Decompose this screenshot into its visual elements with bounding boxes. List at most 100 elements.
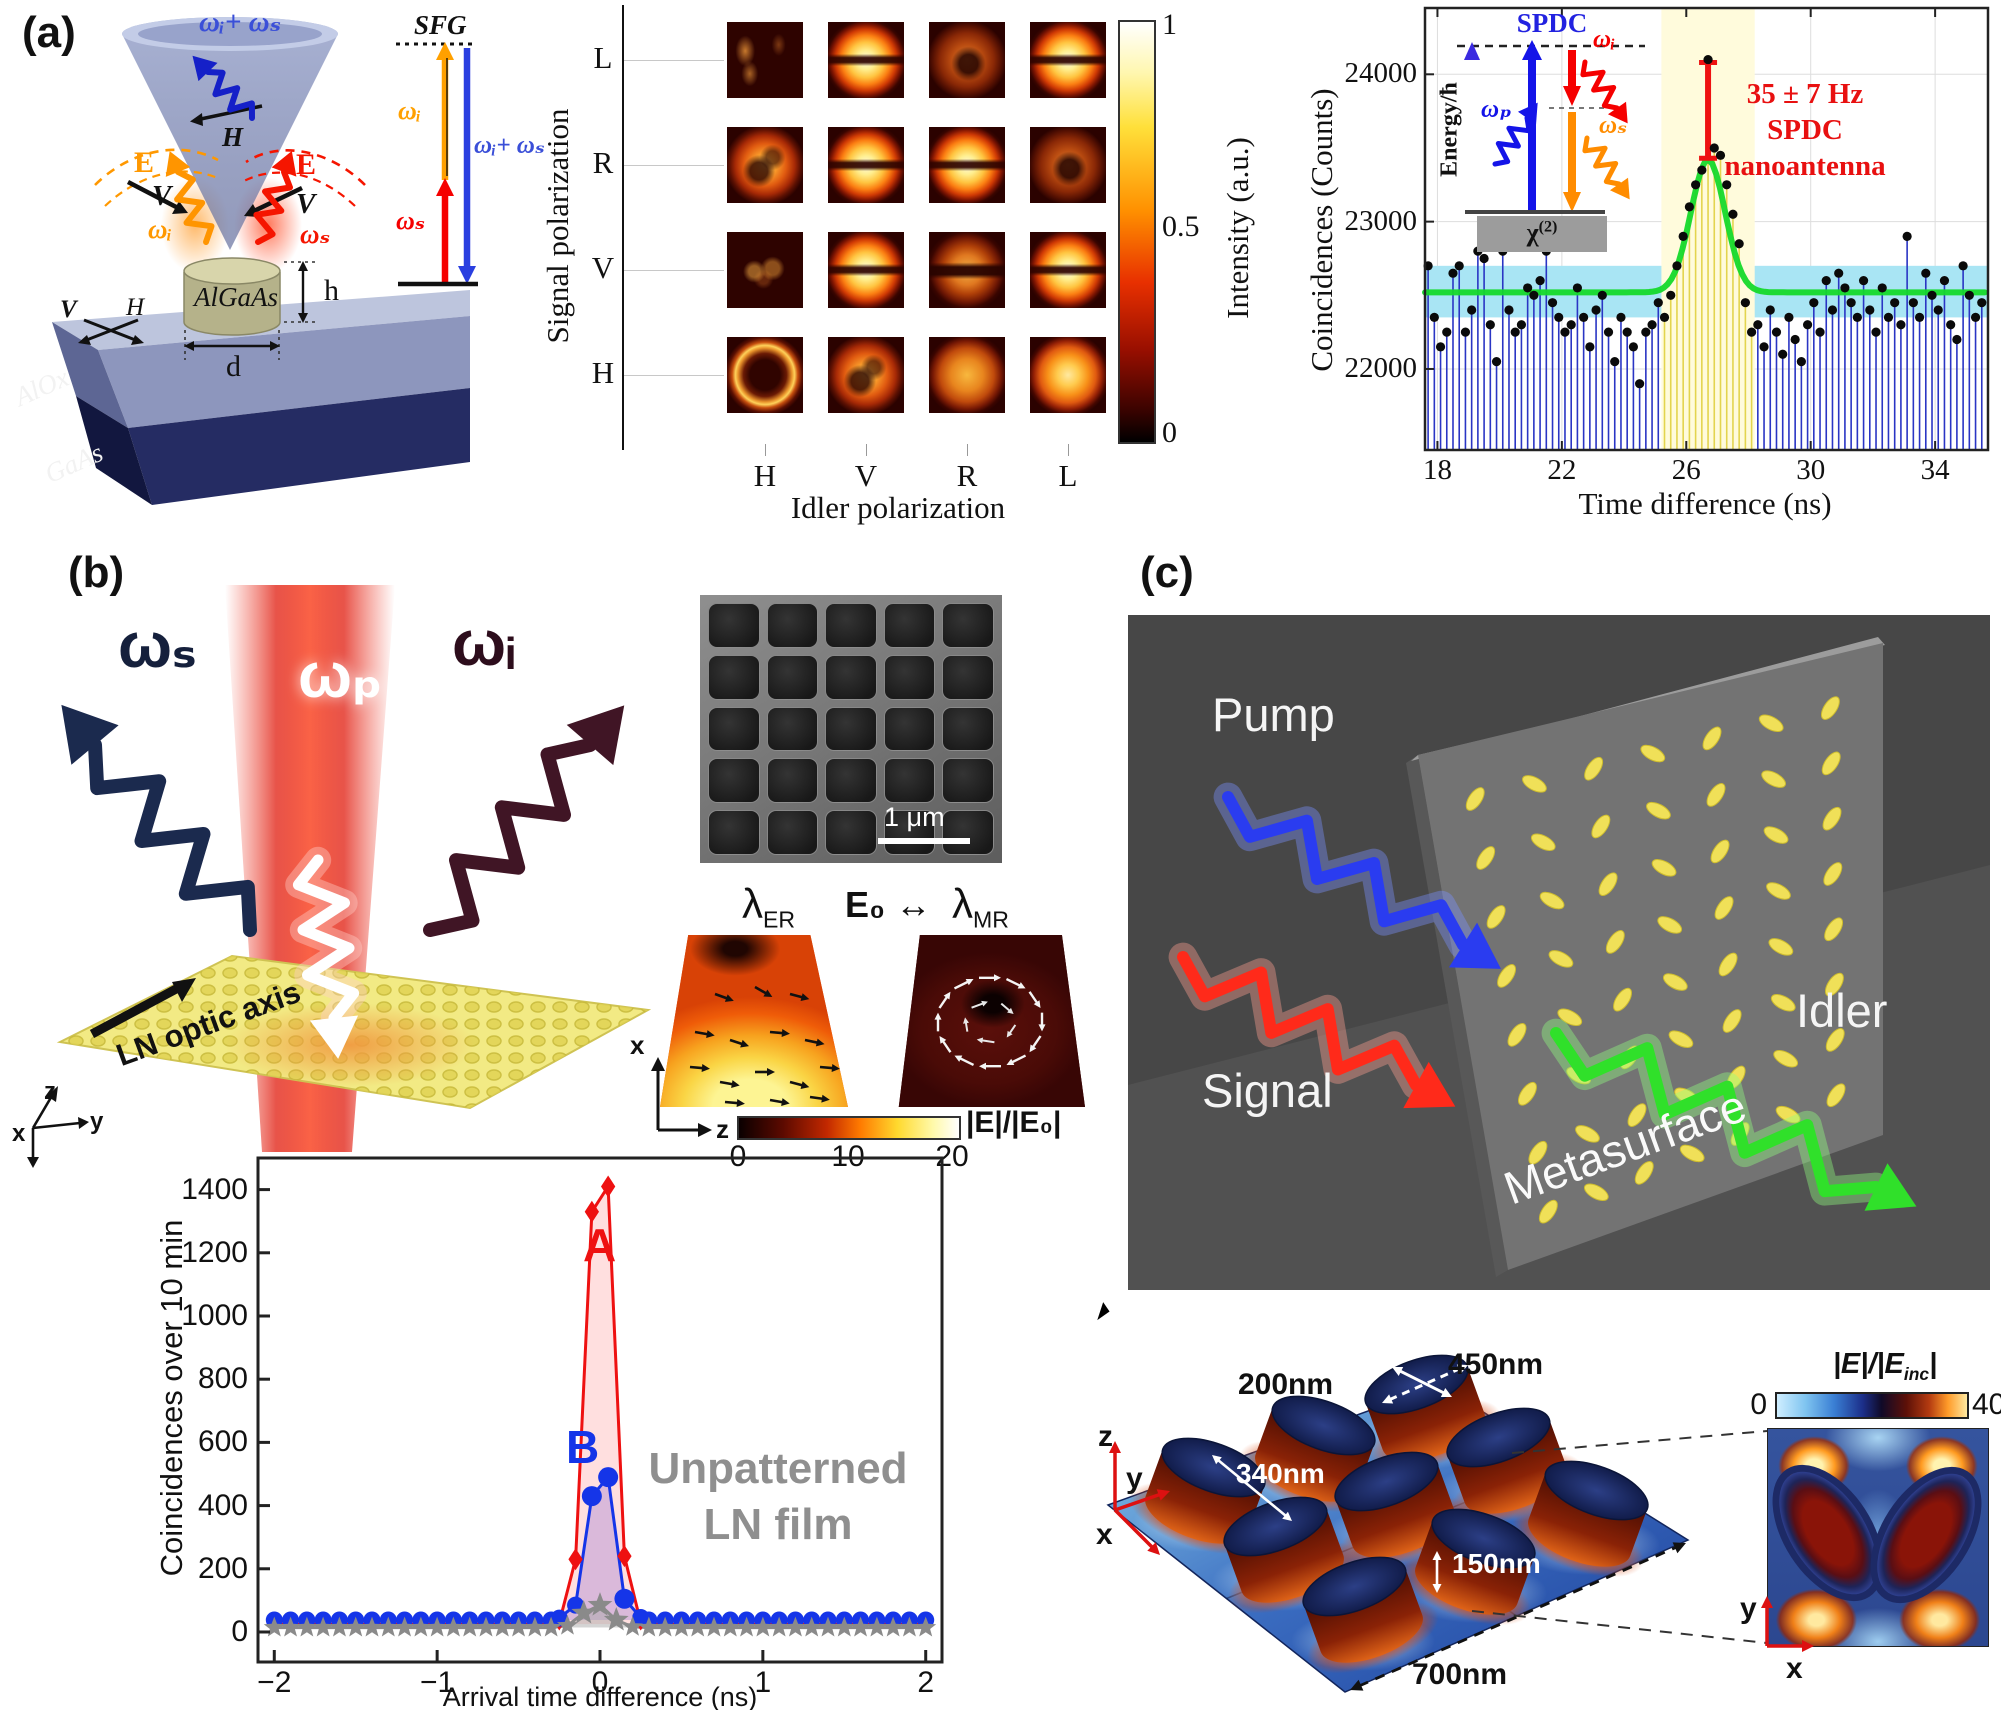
col-label-L: L [1058, 458, 1078, 493]
omega-pump-label: ωₚ [1481, 96, 1512, 123]
pol-cell-VR [929, 232, 1005, 308]
cbar-tick-0: 0 [1162, 416, 1177, 449]
fm-axis-x-head [651, 1057, 665, 1071]
lambda-er-label: λER [742, 880, 795, 933]
series-gray-label-2: LN film [703, 1500, 853, 1549]
pol-cell-RH [727, 127, 803, 203]
v-pol-left-label: V [152, 180, 172, 212]
sem-nanocube [942, 603, 994, 648]
annotation-nanoantenna: nanoantenna [1724, 150, 1886, 182]
field-map-axes [651, 1057, 712, 1137]
cbar-tick-05: 0.5 [1162, 210, 1200, 243]
row-label-H: H [591, 355, 615, 390]
inset-title-post: | [1929, 1348, 1938, 1380]
unit-cell-render [1106, 1354, 1768, 1693]
sem-nanocube [883, 810, 936, 855]
sem-nanocube [708, 810, 760, 855]
chartb-xtick--2: −2 [257, 1666, 292, 1699]
spdc-art [27, 585, 652, 1168]
pillar-top [183, 257, 281, 285]
pol-cell-LL [1030, 22, 1106, 98]
sfg-omega-idler: ωᵢ [398, 96, 422, 125]
chartb-ytick-0: 0 [231, 1614, 248, 1648]
b-axis-y-head [78, 1117, 89, 1129]
cone-pol-label: H [222, 122, 244, 152]
v-pol-right-label: V [296, 188, 316, 220]
series-gray-label-1: Unpatterned [648, 1444, 908, 1493]
lambda-mr-label: λMR [952, 880, 1009, 933]
pol-cell-HR [929, 337, 1005, 413]
chartb-ytick-400: 400 [197, 1488, 248, 1522]
hist-ytick-24000: 24000 [1344, 57, 1418, 90]
b-axis-z-label: z [44, 1078, 56, 1105]
pol-cell-LV [828, 22, 904, 98]
e0-arrow: ↔ [895, 884, 932, 925]
inset-cbar-40: 40 [1972, 1388, 2001, 1421]
sem-scalebar [878, 838, 970, 844]
chi-sup: (2) [1538, 218, 1558, 236]
pol-cell-HH [727, 337, 803, 413]
sem-nanocube [942, 706, 994, 752]
hist-xtick-30: 30 [1796, 454, 1826, 486]
sfg-signal-head [436, 178, 454, 196]
row-tick-L [624, 60, 724, 61]
hist-xtick-26: 26 [1671, 454, 1701, 486]
omega-idler-label: ωᵢ [148, 214, 173, 244]
e-field-left-label: E [134, 146, 155, 179]
col-tick-V [866, 444, 867, 456]
slab-front-face [1418, 643, 1883, 1270]
e-arc-right-2 [243, 171, 356, 207]
chi-base: χ [1526, 218, 1539, 247]
sfg-sum-head [458, 266, 476, 284]
d-dim-head-left [184, 341, 194, 351]
pol-cell-LR [929, 22, 1005, 98]
row-label-R: R [592, 145, 614, 180]
sem-scale-label: 1 μm [884, 802, 945, 832]
sem-nanocube [825, 706, 877, 752]
energy-axis-label: Energy/ħ [1436, 82, 1463, 177]
h-pol-arrowhead [190, 113, 203, 126]
sem-nanocube [708, 706, 760, 752]
chartb-ytick-1200: 1200 [181, 1235, 248, 1269]
sem-nanocube [766, 810, 819, 855]
omega-signal-label: ωₛ [300, 219, 331, 249]
hist-ytick-23000: 23000 [1344, 204, 1418, 237]
pol-cell-RV [828, 127, 904, 203]
v-arrow-left-head [172, 201, 188, 214]
pol-cell-VH [727, 232, 803, 308]
sem-nanocube [708, 654, 760, 700]
sem-nanocube [883, 706, 936, 752]
pol-cell-LH [727, 22, 803, 98]
fm-axis-z-head [698, 1123, 712, 1137]
metasurface-scene: Pump Signal Idler Metasurface [1128, 615, 1990, 1290]
chartb-ytick-200: 200 [197, 1551, 248, 1585]
row-label-L: L [593, 40, 613, 75]
polmap-axis-line [622, 5, 624, 450]
chartb-ytick-1400: 1400 [181, 1172, 248, 1206]
e-field-right-label: E [296, 148, 317, 181]
b-omega-idler: ωᵢ [452, 607, 516, 679]
fm-cbar-title: |E|/|E₀| [966, 1106, 1062, 1139]
e-arc-left-1 [94, 148, 219, 186]
inset-title: SPDC [1516, 8, 1588, 38]
b-axis-z [31, 1093, 55, 1129]
pol-cell-HL [1030, 337, 1106, 413]
b-axis-y-label: y [90, 1108, 104, 1135]
v-arrow-left [126, 180, 182, 211]
cbar-title: Intensity (a.u.) [1220, 137, 1255, 319]
annotation-spdc: SPDC [1767, 114, 1843, 146]
sem-nanocube [766, 654, 819, 700]
pol-cell-HV [828, 337, 904, 413]
lambda-er-sub: ER [763, 906, 796, 933]
col-label-R: R [956, 458, 978, 493]
inset-axis-y-head [1761, 1596, 1773, 1608]
optic-axis-arrowhead [172, 978, 196, 1002]
signal-label: Signal [1202, 1064, 1333, 1117]
uc-axis-z-label: z [1098, 1420, 1113, 1453]
dim-200nm: 200nm [1238, 1368, 1334, 1401]
sfg-omega-sum: ωᵢ+ ωₛ [474, 132, 545, 159]
nanoantenna-schematic [52, 17, 478, 505]
field-colorbar [737, 1116, 961, 1140]
hist-xtick-34: 34 [1920, 454, 1950, 486]
fm-x-label: x [630, 1030, 645, 1060]
